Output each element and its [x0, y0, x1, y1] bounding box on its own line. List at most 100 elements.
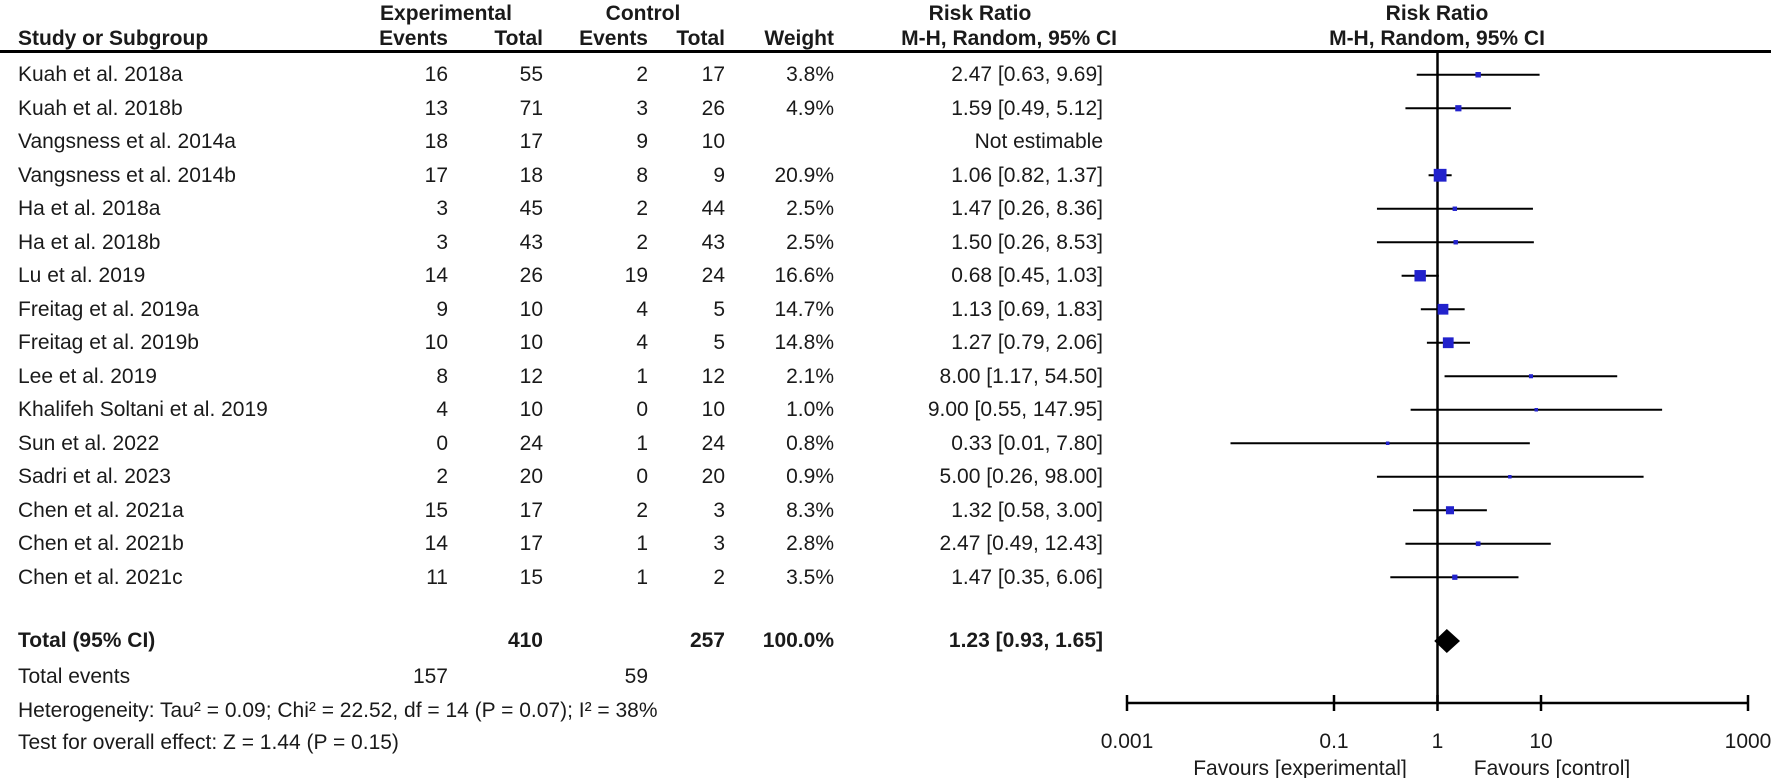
favours-left-label: Favours [experimental] — [1193, 757, 1407, 778]
table-row: Lu et al. 2019 14 26 19 24 16.6% 0.68 [0.45, 1… — [0, 259, 1103, 293]
exp-total-cell: 17 — [519, 498, 543, 522]
ctrl-events-cell: 2 — [636, 230, 648, 254]
rr-ci-cell: Not estimable — [974, 130, 1103, 153]
weight-cell: 0.8% — [786, 431, 834, 455]
rr-ci-cell: 5.00 [0.26, 98.00] — [939, 465, 1103, 488]
ctrl-events-cell: 1 — [636, 532, 648, 555]
ctrl-events-cell: 3 — [636, 96, 648, 120]
ctrl-events-cell: 1 — [636, 565, 648, 589]
ctrl-events-cell: 2 — [636, 197, 648, 220]
ctrl-total-cell: 3 — [713, 532, 725, 555]
table-row: Ha et al. 2018a 3 45 2 44 2.5% 1.47 [0.26, 8.3… — [0, 192, 1103, 226]
summary-diamond — [1434, 629, 1461, 653]
ctrl-total-column-header: Total — [676, 27, 725, 50]
ctrl-events-cell: 8 — [636, 163, 648, 187]
study-cell: Total events — [18, 665, 131, 688]
table-row: Chen et al. 2021a 15 17 2 3 8.3% 1.32 [0.58, 3… — [0, 494, 1103, 528]
total-row: Total (95% CI) 410 257 100.0% 1.23 [0.93, 1.… — [0, 624, 1103, 658]
weight-cell: 2.5% — [786, 197, 834, 220]
ctrl-total-cell: 20 — [701, 465, 725, 488]
ctrl-total-cell: 24 — [701, 264, 725, 287]
exp-total-cell: 18 — [519, 163, 543, 187]
rr-ci-cell: 1.32 [0.58, 3.00] — [951, 498, 1103, 522]
table-row: Freitag et al. 2019a 9 10 4 5 14.7% 1.13 [0.69… — [0, 293, 1103, 327]
weight-cell: 8.3% — [786, 498, 834, 522]
ctrl-total-cell: 9 — [713, 163, 725, 187]
total-events-row: Total events 157 59 — [0, 660, 1103, 694]
exp-events-cell: 2 — [436, 465, 448, 488]
weight-cell: 100.0% — [762, 629, 834, 652]
mh-random-plot-header: M-H, Random, 95% CI — [1329, 27, 1545, 50]
ctrl-events-cell: 1 — [636, 364, 648, 388]
rr-ci-cell: 1.59 [0.49, 5.12] — [951, 96, 1103, 120]
ctrl-total-cell: 5 — [713, 297, 725, 321]
exp-events-cell: 10 — [424, 331, 448, 354]
weight-cell: 14.8% — [774, 331, 834, 354]
ctrl-events-column-header: Events — [579, 27, 648, 50]
axis-tick-label: 1 — [1432, 730, 1444, 753]
overall-effect-test: Test for overall effect: Z = 1.44 (P = 0… — [18, 731, 399, 754]
effect-square — [1508, 475, 1512, 479]
risk-ratio-table-header: Risk Ratio — [928, 2, 1032, 25]
study-rows: Kuah et al. 2018a 16 55 2 17 3.8% 2.47 [0.63, … — [0, 58, 1103, 594]
exp-total-column-header: Total — [494, 27, 543, 50]
ctrl-events-cell: 2 — [636, 63, 648, 86]
ctrl-events-cell: 19 — [624, 264, 648, 287]
exp-events-cell — [330, 624, 448, 658]
weight-cell: 2.1% — [786, 364, 834, 388]
exp-total-cell: 45 — [519, 197, 543, 220]
exp-events-cell: 9 — [436, 297, 448, 321]
ctrl-events-cell: 9 — [636, 130, 648, 153]
ctrl-total-cell: 17 — [701, 63, 725, 86]
ctrl-total-cell: 44 — [701, 197, 725, 220]
exp-total-cell: 17 — [519, 532, 543, 555]
weight-cell — [725, 660, 834, 694]
study-cell: Khalifeh Soltani et al. 2019 — [18, 398, 268, 421]
exp-events-cell: 16 — [424, 63, 448, 86]
ctrl-total-cell: 24 — [701, 431, 725, 455]
study-cell: Freitag et al. 2019a — [18, 297, 199, 321]
effect-square — [1534, 408, 1539, 412]
study-cell: Sun et al. 2022 — [18, 431, 160, 455]
table-row: Sadri et al. 2023 2 20 0 20 0.9% 5.00 [0.26, 9… — [0, 460, 1103, 494]
study-cell: Chen et al. 2021b — [18, 532, 184, 555]
exp-events-cell: 13 — [424, 96, 448, 120]
weight-cell: 20.9% — [774, 163, 834, 187]
study-cell: Sadri et al. 2023 — [18, 465, 171, 488]
study-cell: Freitag et al. 2019b — [18, 331, 199, 354]
table-row: Kuah et al. 2018a 16 55 2 17 3.8% 2.47 [0.63, … — [0, 58, 1103, 92]
exp-total-cell: 10 — [519, 331, 543, 354]
exp-events-cell: 157 — [412, 665, 448, 688]
exp-total-cell: 20 — [519, 465, 543, 488]
exp-events-column-header: Events — [379, 27, 448, 50]
weight-cell: 16.6% — [774, 264, 834, 287]
weight-cell — [725, 125, 834, 159]
effect-square — [1475, 541, 1481, 547]
table-row: Total events 157 59 — [0, 660, 1103, 694]
weight-cell: 2.5% — [786, 230, 834, 254]
weight-cell: 0.9% — [786, 465, 834, 488]
ctrl-events-cell: 4 — [636, 297, 648, 321]
study-cell: Total (95% CI) — [18, 629, 156, 652]
exp-total-cell: 55 — [519, 63, 543, 86]
exp-total-cell — [448, 660, 543, 694]
table-row: Chen et al. 2021b 14 17 1 3 2.8% 2.47 [0.49, 1… — [0, 527, 1103, 561]
ctrl-total-cell: 3 — [713, 498, 725, 522]
weight-cell: 1.0% — [786, 398, 834, 421]
study-cell: Chen et al. 2021c — [18, 565, 183, 589]
effect-square — [1414, 270, 1426, 282]
rr-ci-cell: 1.50 [0.26, 8.53] — [951, 230, 1103, 254]
exp-total-cell: 26 — [519, 264, 543, 287]
study-cell: Kuah et al. 2018b — [18, 96, 183, 120]
weight-cell: 3.5% — [786, 565, 834, 589]
table-row: Vangsness et al. 2014a 18 17 9 10 Not estimab… — [0, 125, 1103, 159]
exp-events-cell: 3 — [436, 197, 448, 220]
risk-ratio-plot-header: Risk Ratio — [1385, 2, 1489, 25]
exp-events-cell: 4 — [436, 398, 448, 421]
weight-column-header: Weight — [764, 27, 834, 50]
weight-cell: 14.7% — [774, 297, 834, 321]
study-cell: Lu et al. 2019 — [18, 264, 146, 287]
ctrl-events-cell: 0 — [636, 398, 648, 421]
study-cell: Ha et al. 2018a — [18, 197, 161, 220]
